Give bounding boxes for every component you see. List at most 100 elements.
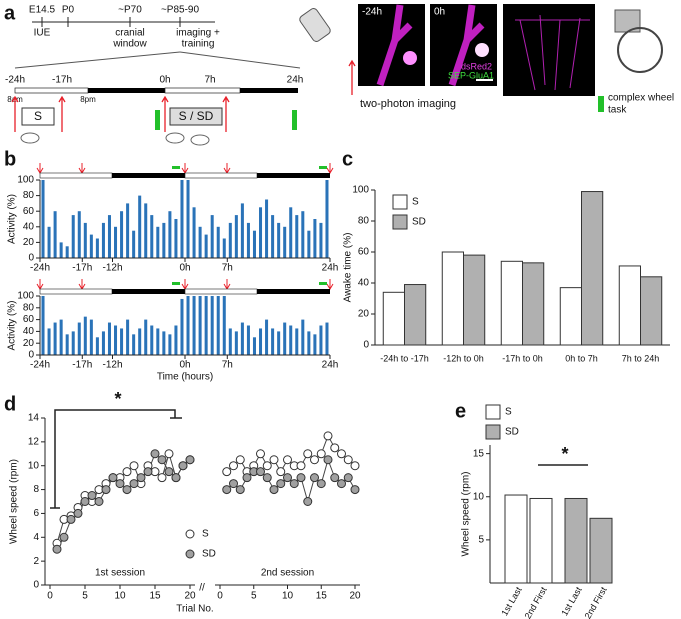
activity-bar: [59, 319, 63, 355]
x-tick-label: 7h: [222, 263, 233, 274]
y-tick-label: 12: [28, 436, 40, 447]
dark-period: [112, 173, 185, 178]
event-label: window: [112, 39, 147, 50]
image-panel: [503, 4, 595, 96]
activity-bar: [295, 215, 299, 258]
activity-bar: [265, 319, 269, 355]
data-point: [94, 497, 104, 506]
data-point: [296, 473, 306, 483]
condition-label: S / SD: [179, 109, 214, 123]
x-tick-label: 10: [114, 591, 126, 602]
bar: [441, 251, 465, 346]
data-point: [283, 473, 292, 483]
activity-bar: [277, 222, 281, 258]
significance-bracket: [54, 409, 176, 508]
legend-swatch: [392, 194, 408, 210]
mouse-icon: [190, 134, 210, 146]
y-tick-label: 14: [28, 413, 40, 424]
image-time: -24h: [362, 7, 382, 18]
activity-bar: [180, 180, 184, 258]
legend-label: SD: [412, 217, 426, 228]
microscope-icon: [299, 8, 331, 42]
y-tick-label: 80: [358, 216, 370, 227]
legend-swatch: [185, 529, 195, 539]
data-point: [303, 449, 313, 459]
condition-box: [169, 107, 223, 126]
x-tick-label: -12h to 0h: [443, 353, 484, 363]
y-axis-label: Awake time (%): [343, 233, 354, 303]
x-tick-label: 15: [149, 591, 161, 602]
legend-label: S: [412, 197, 419, 208]
neurons: [515, 14, 590, 91]
bar: [618, 265, 642, 346]
activity-bar: [53, 322, 57, 355]
y-axis-label: Activity (%): [7, 301, 18, 351]
y-tick-label: 80: [23, 190, 35, 201]
activity-bar: [204, 234, 208, 258]
activity-bar: [83, 316, 87, 355]
age-label: ~P70: [118, 5, 142, 16]
light-period: [39, 172, 113, 179]
y-tick-label: 2: [33, 556, 39, 567]
activity-bar: [246, 325, 250, 355]
event-label: cranial: [115, 28, 144, 39]
event-label: training: [182, 39, 215, 50]
activity-bar: [144, 319, 148, 355]
panel-letter: d: [4, 393, 16, 415]
activity-bar: [162, 222, 166, 258]
x-tick-label: 1st Last: [559, 585, 584, 618]
activity-bar: [150, 215, 154, 258]
activity-bar: [222, 296, 226, 355]
session-label: 1st session: [95, 568, 145, 579]
data-point: [269, 485, 279, 495]
imaging-label: two-photon imaging: [360, 98, 456, 110]
x-tick-label: 0: [217, 591, 223, 602]
activity-bar: [174, 219, 178, 258]
bar: [581, 191, 604, 346]
data-point: [256, 467, 265, 477]
data-point: [323, 455, 333, 465]
hour-label: 7h: [204, 75, 215, 86]
activity-bar: [114, 325, 118, 355]
imaging-arrows: [36, 279, 334, 290]
activity-bar: [228, 328, 232, 355]
x-tick-label: 0h: [179, 263, 190, 274]
y-tick-label: 8: [33, 484, 39, 495]
x-tick-label: 7h: [222, 360, 233, 371]
x-tick-label: -17h: [72, 263, 92, 274]
data-point: [52, 544, 62, 554]
data-point: [229, 479, 238, 489]
y-tick-label: 4: [33, 532, 39, 543]
activity-bar: [95, 238, 99, 258]
x-tick-label: -24h: [30, 360, 50, 371]
x-tick-label: -12h: [102, 360, 122, 371]
y-tick-label: 5: [478, 535, 484, 546]
y-tick-label: 40: [23, 221, 35, 232]
data-point: [136, 473, 146, 483]
zoom-line: [14, 51, 181, 69]
data-point: [108, 473, 118, 483]
bar: [529, 497, 553, 584]
age-label: ~P85-90: [161, 5, 200, 16]
activity-bar: [319, 325, 323, 355]
dark-period: [240, 88, 298, 93]
activity-bar: [277, 331, 281, 355]
data-point: [296, 461, 306, 471]
activity-bar: [59, 242, 63, 258]
x-tick-label: -12h: [102, 263, 122, 274]
data-point: [122, 467, 132, 477]
task-label: complex wheel: [608, 93, 674, 104]
data-point: [242, 473, 252, 483]
annotation: *: [561, 444, 568, 464]
activity-bar: [77, 211, 81, 258]
activity-bar: [144, 203, 148, 258]
dark-period: [257, 289, 330, 294]
significance-bracket: [50, 417, 182, 509]
activity-bar: [138, 195, 142, 258]
y-tick-label: 100: [17, 291, 34, 302]
activity-bar: [216, 296, 220, 355]
bar: [640, 276, 663, 346]
x-tick-label: 2nd First: [523, 585, 549, 619]
y-tick-label: 60: [23, 314, 35, 325]
age-label: E14.5: [29, 5, 56, 16]
